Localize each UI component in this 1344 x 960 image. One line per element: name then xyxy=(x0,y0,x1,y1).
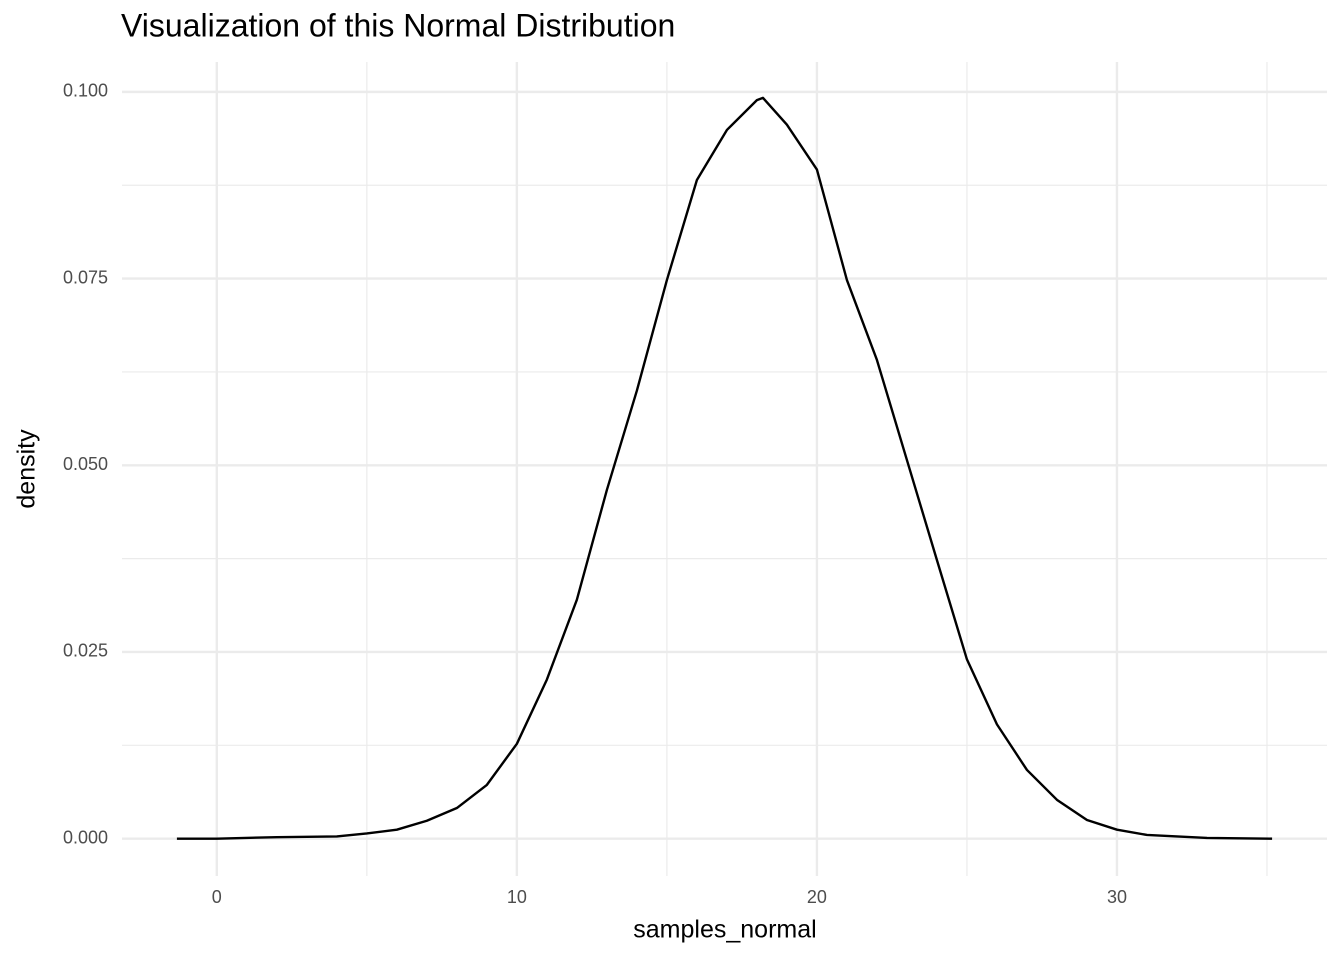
y-tick-label: 0.050 xyxy=(63,454,108,474)
y-tick-label: 0.025 xyxy=(63,641,108,661)
y-axis-title: density xyxy=(13,429,41,509)
y-tick-label: 0.000 xyxy=(63,827,108,847)
x-axis-title: samples_normal xyxy=(633,916,816,944)
x-tick-label: 20 xyxy=(807,887,827,907)
x-tick-label: 0 xyxy=(212,887,222,907)
x-tick-label: 30 xyxy=(1107,887,1127,907)
chart-title: Visualization of this Normal Distributio… xyxy=(121,7,675,43)
x-tick-label: 10 xyxy=(507,887,527,907)
y-tick-label: 0.075 xyxy=(63,267,108,287)
density-line xyxy=(176,96,1273,840)
y-tick-label: 0.100 xyxy=(63,81,108,101)
